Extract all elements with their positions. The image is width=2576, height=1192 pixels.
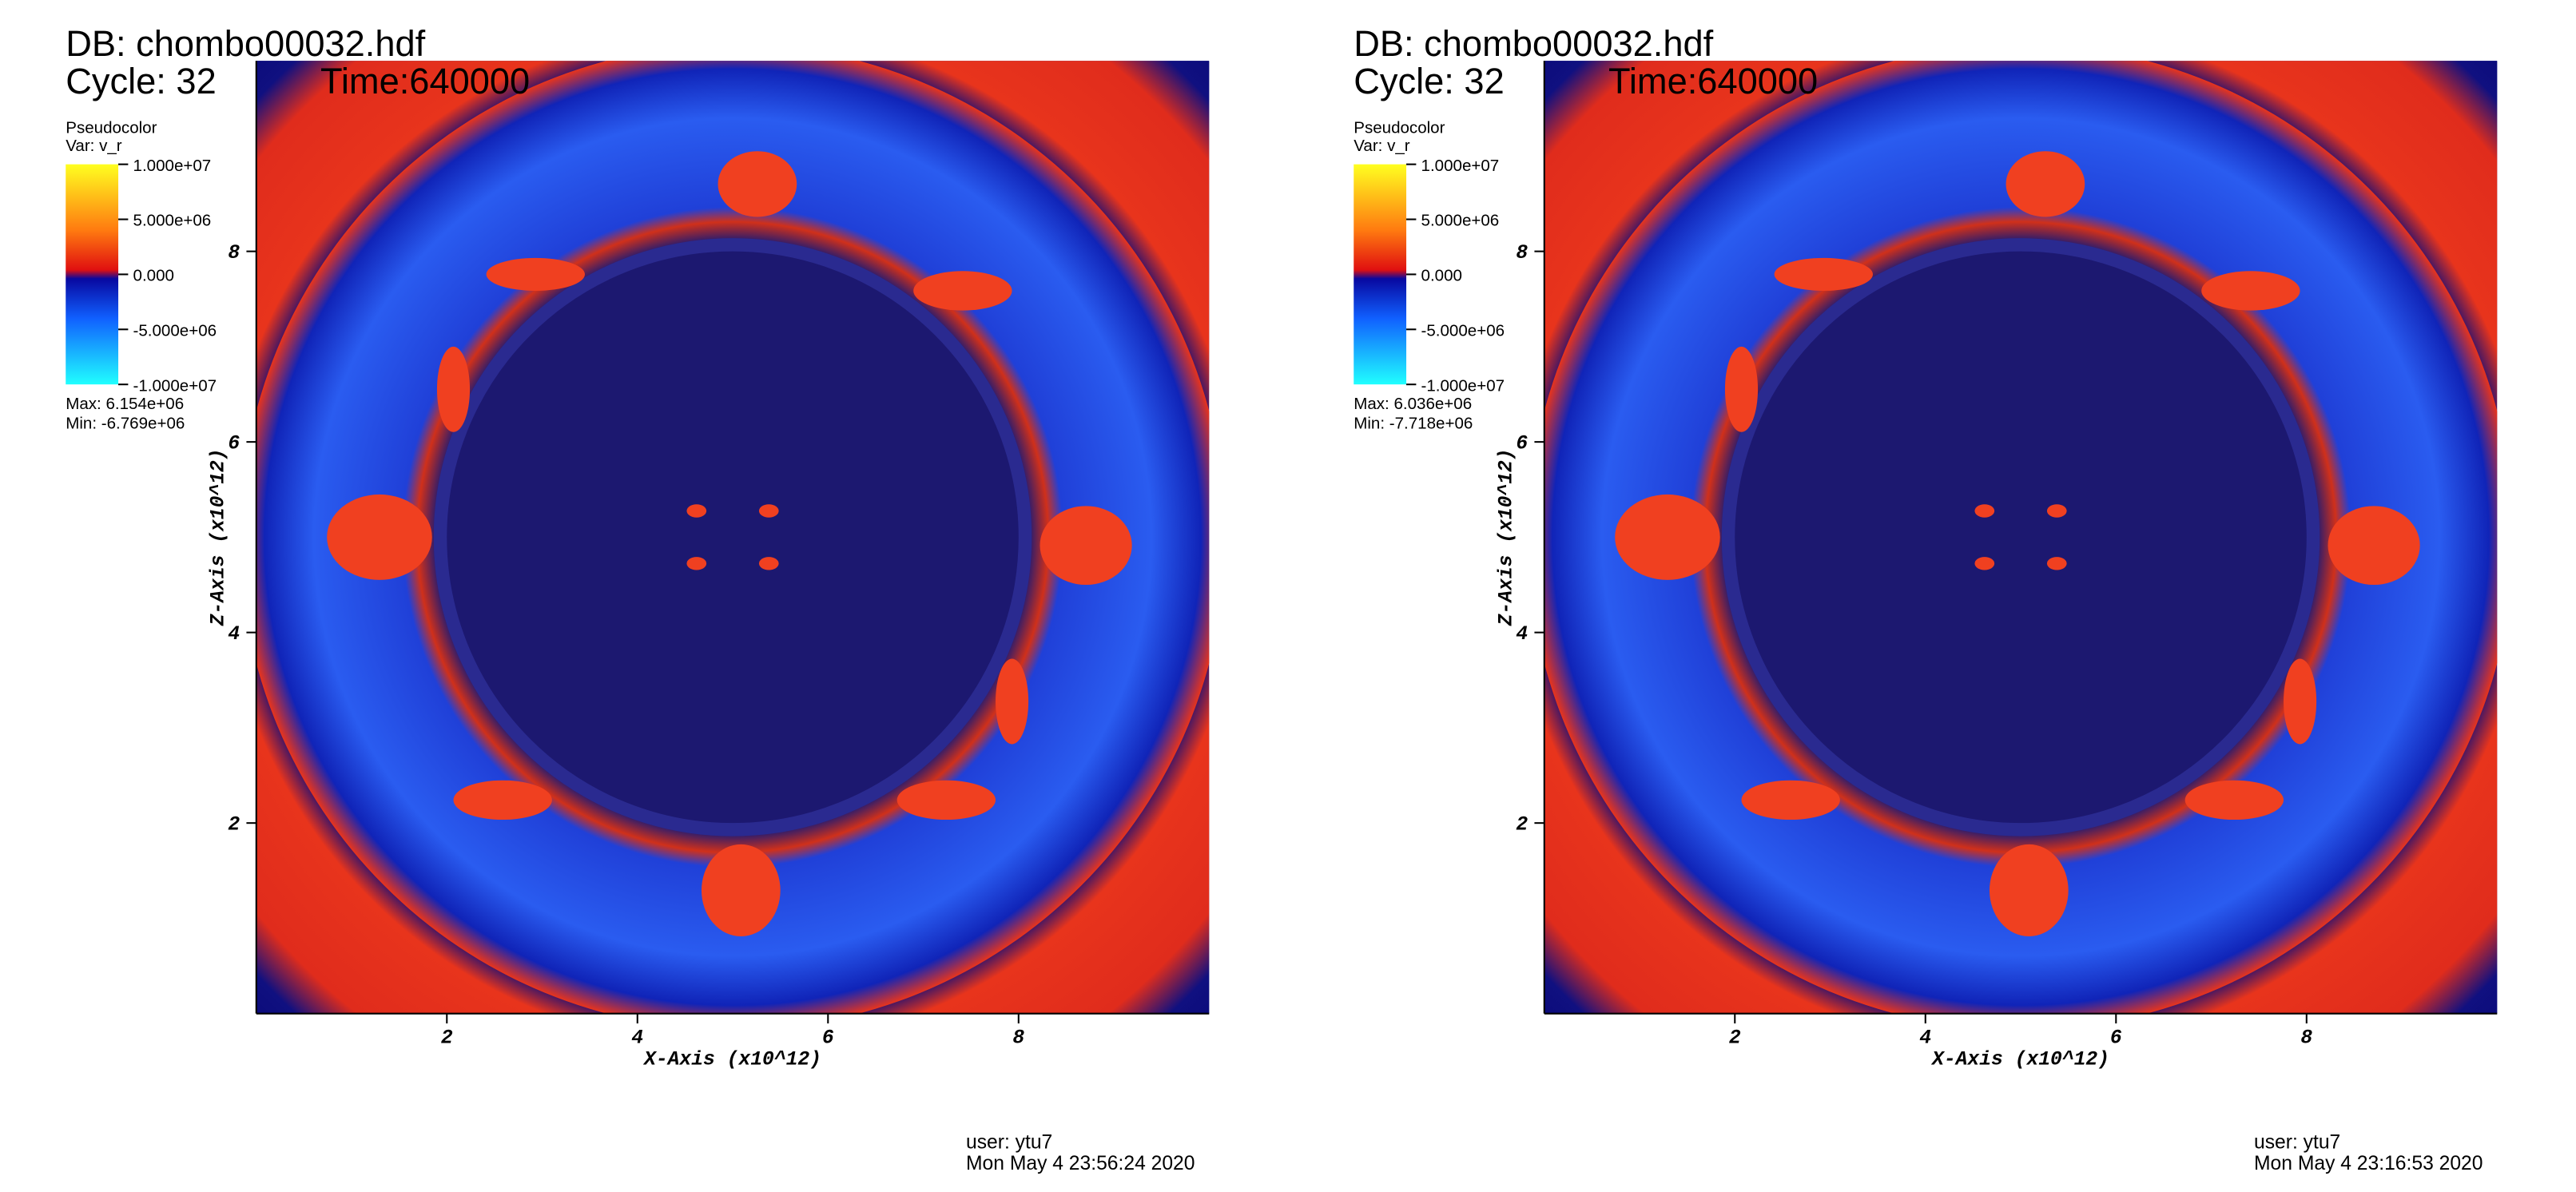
blob [2046,557,2067,570]
blob [1974,557,1995,570]
colorbar-label: 1.000e+07 [1421,157,1500,175]
legend-title: Pseudocolor [1354,119,1445,137]
blob [436,346,471,432]
user: user: ytu7 [2254,1131,2340,1153]
user: user: ytu7 [966,1131,1052,1153]
max-label: Max: 6.036e+06 [1354,395,1472,413]
blob [1040,506,1132,586]
colorbar-label: 0.000 [133,267,174,285]
blob [758,504,779,518]
x-tick-label: 8 [1012,1027,1024,1050]
cycle: Cycle: 32 [1354,61,1505,101]
date: Mon May 4 23:16:53 2020 [2254,1153,2483,1174]
time: Time:640000 [320,61,530,101]
colorbar-label: 5.000e+06 [1421,212,1500,230]
blob [896,780,996,820]
colorbar-label: 1.000e+07 [133,157,212,175]
blob [718,151,797,217]
y-axis-label: Z-Axis (x10^12) [1496,448,1518,626]
x-axis-label: X-Axis (x10^12) [1930,1048,2109,1071]
x-tick-label: 6 [2110,1027,2122,1050]
y-tick-label: 8 [228,242,240,264]
blob [2006,151,2085,217]
blob [2184,780,2284,820]
blob [2328,506,2420,586]
x-tick-label: 2 [1729,1027,1741,1050]
y-tick-label: 6 [228,432,240,455]
db-title: DB: chombo00032.hdf [1354,23,1713,64]
colorbar-label: -5.000e+06 [133,322,217,340]
x-tick-label: 4 [631,1027,643,1050]
colorbar-label: -1.000e+07 [1421,376,1505,395]
blob [1774,257,1873,291]
cycle: Cycle: 32 [66,61,216,101]
colorbar-label: 5.000e+06 [133,212,212,230]
time: Time:640000 [1608,61,1818,101]
x-axis-label: X-Axis (x10^12) [642,1048,821,1071]
blob [686,557,707,570]
core [433,238,1032,836]
x-tick-label: 6 [822,1027,834,1050]
field [256,61,1210,1014]
colorbar-label: -5.000e+06 [1421,322,1505,340]
min-label: Min: -6.769e+06 [66,415,185,433]
blob [2046,504,2067,518]
y-tick-label: 4 [228,623,240,646]
db-title: DB: chombo00032.hdf [66,23,425,64]
panel: 2 4 6 8 2 4 6 8 X-Axis (x10^12) Z-Axis (x10^12) DB… [1354,23,2498,1174]
field [1544,61,2498,1014]
colorbar [1354,164,1407,385]
min-label: Min: -7.718e+06 [1354,415,1473,433]
max-label: Max: 6.154e+06 [66,395,184,413]
legend-var: Var: v_r [1354,137,1410,155]
y-tick-label: 2 [1516,813,1528,836]
colorbar-label: 0.000 [1421,267,1462,285]
x-tick-label: 8 [2300,1027,2312,1050]
y-axis-label: Z-Axis (x10^12) [208,448,230,626]
blob [701,844,781,937]
blob [758,557,779,570]
blob [486,257,585,291]
blob [996,658,1029,745]
x-tick-label: 4 [1919,1027,1931,1050]
core [1721,238,2320,836]
y-tick-label: 2 [228,813,240,836]
panel: 2 4 6 8 2 4 6 8 X-Axis (x10^12) Z-Axis (x10^12) DB… [66,23,1210,1174]
blob [686,504,707,518]
y-tick-label: 6 [1516,432,1528,455]
blob [913,271,1012,311]
blob [453,780,552,820]
colorbar [66,164,119,385]
x-tick-label: 2 [441,1027,453,1050]
blob [327,494,432,580]
y-tick-label: 8 [1516,242,1528,264]
blob [1724,346,1759,432]
legend-title: Pseudocolor [66,119,157,137]
y-tick-label: 4 [1516,623,1528,646]
blob [1989,844,2069,937]
legend-var: Var: v_r [66,137,122,155]
blob [2284,658,2317,745]
blob [1741,780,1840,820]
colorbar-label: -1.000e+07 [133,376,217,395]
date: Mon May 4 23:56:24 2020 [966,1153,1195,1174]
blob [1615,494,1720,580]
blob [1974,504,1995,518]
blob [2201,271,2300,311]
